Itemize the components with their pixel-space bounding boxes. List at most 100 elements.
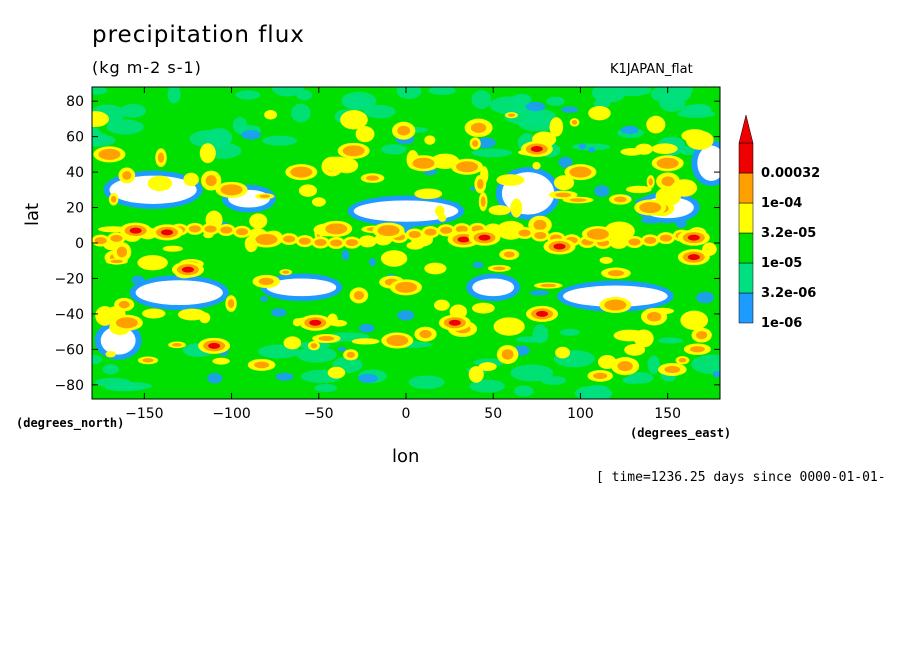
field-patch xyxy=(680,145,695,156)
field-patch xyxy=(358,323,375,333)
colorbar-segment xyxy=(738,142,754,174)
field-patch xyxy=(142,358,154,363)
field-patch xyxy=(311,197,326,207)
field-patch xyxy=(271,87,304,97)
hotspot-ring xyxy=(255,233,278,245)
field-patch xyxy=(424,262,447,275)
field-patch xyxy=(424,135,436,145)
x-tick-label: 0 xyxy=(402,406,411,422)
field-patch xyxy=(593,372,608,380)
y-tick-label: 80 xyxy=(66,94,84,110)
colorbar-segment xyxy=(738,202,754,234)
y-tick-label: 60 xyxy=(66,130,84,146)
chart-title: precipitation flux xyxy=(92,22,305,48)
hotspot-core xyxy=(129,227,142,234)
field-patch xyxy=(102,364,119,375)
field-patch xyxy=(560,328,580,336)
hotspot-core xyxy=(478,234,491,241)
field-patch xyxy=(434,205,445,217)
field-patch xyxy=(472,302,495,314)
field-patch xyxy=(512,319,521,326)
itcz-patch xyxy=(518,229,531,237)
field-patch xyxy=(324,156,352,173)
field-patch xyxy=(258,277,274,286)
hotspot-ring xyxy=(586,228,609,240)
field-patch xyxy=(588,106,611,121)
dry-region xyxy=(135,280,223,306)
field-patch xyxy=(696,291,715,304)
hotspot-core xyxy=(448,319,461,326)
field-patch xyxy=(105,350,116,358)
itcz-patch xyxy=(314,238,327,246)
field-patch xyxy=(92,87,108,95)
field-patch xyxy=(659,93,686,112)
field-patch xyxy=(553,175,575,191)
field-patch xyxy=(438,213,447,222)
field-patch xyxy=(120,103,146,118)
x-tick-label: −150 xyxy=(125,406,163,422)
field-patch xyxy=(532,161,541,170)
field-patch xyxy=(282,270,290,274)
hotspot-core xyxy=(530,146,543,153)
field-patch xyxy=(310,343,318,349)
x-tick-label: 50 xyxy=(484,406,502,422)
itcz-patch xyxy=(424,228,437,236)
itcz-patch xyxy=(220,226,233,234)
hotspot-ring xyxy=(220,184,243,196)
colorbar-segment xyxy=(738,172,754,204)
itcz-patch xyxy=(298,237,311,245)
field-patch xyxy=(199,312,211,324)
hotspot-ring xyxy=(342,145,365,157)
field-patch xyxy=(569,198,587,202)
field-patch xyxy=(515,336,548,343)
field-patch xyxy=(475,137,496,149)
dry-region xyxy=(697,145,720,181)
field-patch xyxy=(594,185,610,197)
y-tick-label: 20 xyxy=(66,201,84,217)
field-patch xyxy=(510,364,554,382)
y-tick-label: −40 xyxy=(54,307,84,323)
field-patch xyxy=(259,194,271,198)
hotspot-core xyxy=(687,234,700,241)
field-patch xyxy=(346,351,355,358)
field-patch xyxy=(488,205,511,216)
hotspot-ring xyxy=(569,166,592,178)
x-tick-label: 100 xyxy=(567,406,594,422)
itcz-patch xyxy=(283,235,296,243)
field-patch xyxy=(249,213,268,229)
field-patch xyxy=(205,175,217,187)
field-patch xyxy=(142,308,166,319)
field-patch xyxy=(110,259,123,264)
field-patch xyxy=(199,143,216,164)
field-patch xyxy=(646,115,666,134)
field-patch xyxy=(646,311,662,322)
field-patch xyxy=(232,117,248,134)
colorbar-label: 1e-04 xyxy=(761,196,802,211)
colorbar-label: 1e-06 xyxy=(761,316,802,331)
y-tick-label: 40 xyxy=(66,165,84,181)
x-tick-label: 150 xyxy=(654,406,681,422)
field-patch xyxy=(380,250,408,267)
colorbar-segment xyxy=(738,262,754,294)
field-patch xyxy=(369,257,376,267)
field-patch xyxy=(183,172,199,187)
field-patch xyxy=(501,349,514,360)
field-patch xyxy=(327,366,346,379)
field-patch xyxy=(419,330,432,339)
field-patch xyxy=(397,310,415,321)
field-patch xyxy=(583,384,612,399)
field-patch xyxy=(92,354,103,365)
field-patch xyxy=(681,129,708,143)
y-tick-label: 0 xyxy=(75,236,84,252)
chart-units: (kg m-2 s-1) xyxy=(92,58,202,77)
x-tick-label: −50 xyxy=(304,406,334,422)
itcz-patch xyxy=(628,238,641,246)
field-patch xyxy=(624,343,646,356)
hotspot-ring xyxy=(386,335,409,346)
field-patch xyxy=(561,106,579,113)
x-axis-unit: (degrees_east) xyxy=(630,426,732,440)
itcz-patch xyxy=(188,225,201,233)
y-tick-label: −60 xyxy=(54,342,84,358)
field-layer xyxy=(92,87,720,399)
